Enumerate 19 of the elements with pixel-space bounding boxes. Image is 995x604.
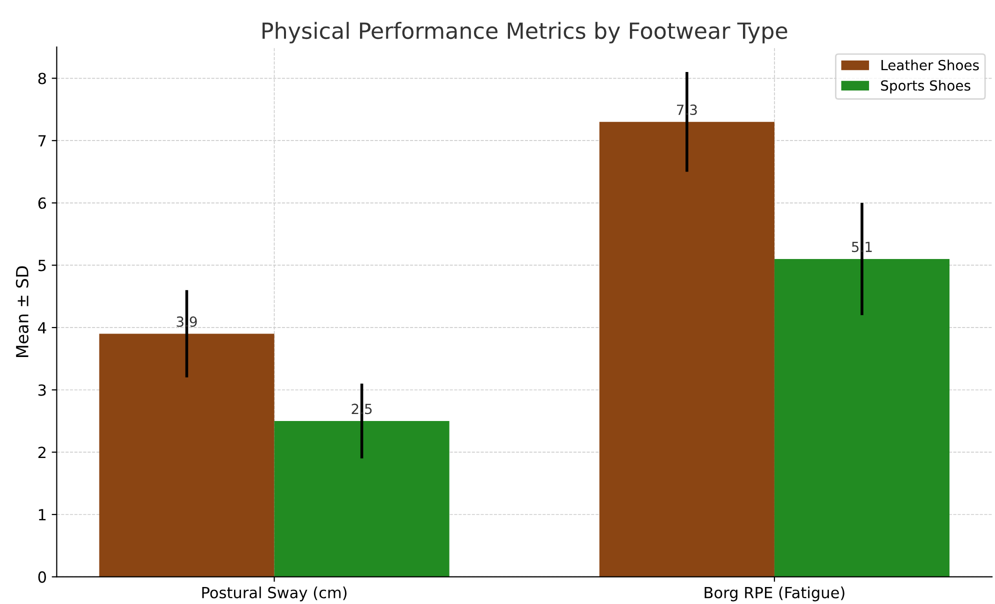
y-tick-label: 8 [38,72,46,84]
y-tick-label: 2 [38,446,46,458]
x-tick-label: Borg RPE (Fatigue) [704,586,844,602]
y-axis-title: Mean ± SD [16,266,28,358]
chart-title: Physical Performance Metrics by Footwear Type [262,22,788,44]
y-tick-label: 7 [38,135,46,146]
y-tick-label: 6 [38,197,46,209]
bar [274,421,450,577]
y-tick-label: 4 [38,322,46,334]
bar [774,258,950,577]
y-tick-label: 0 [38,571,46,583]
y-tick-label: 3 [38,384,46,396]
y-tick-label: 1 [38,509,46,520]
bar [599,122,774,577]
x-tick-label: Postural Sway (cm) [202,586,346,602]
legend-label: Sports Shoes [881,80,970,94]
y-tick-label: 5 [38,260,46,272]
legend-label: Leather Shoes [882,60,979,70]
bar [99,334,274,577]
